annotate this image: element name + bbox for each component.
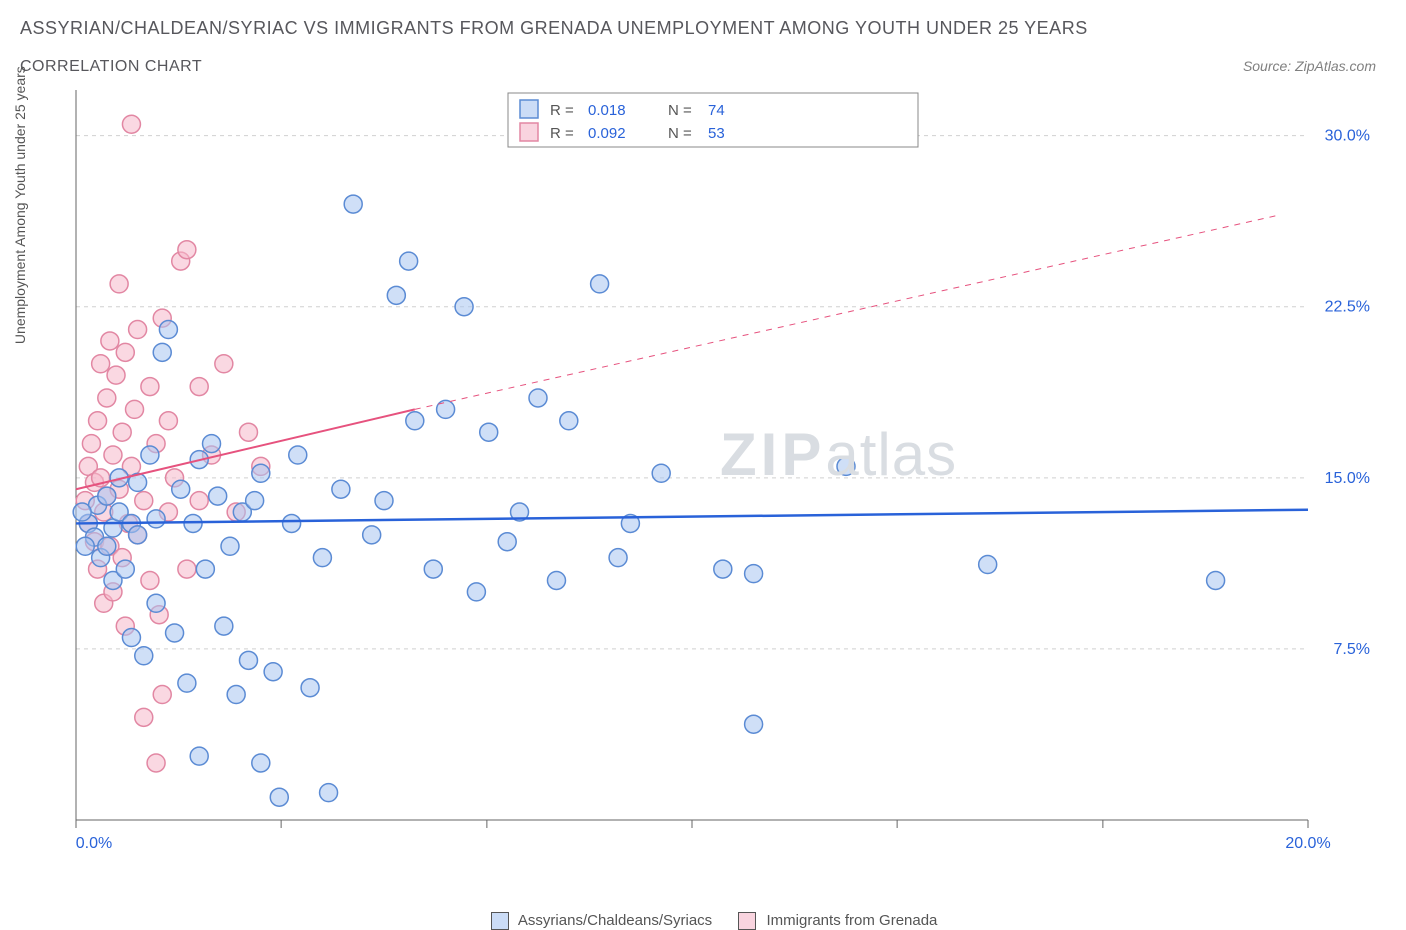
chart-area: Unemployment Among Youth under 25 years … bbox=[68, 90, 1378, 860]
svg-text:R =: R = bbox=[550, 102, 574, 119]
svg-text:0.0%: 0.0% bbox=[76, 835, 112, 852]
svg-text:20.0%: 20.0% bbox=[1285, 835, 1330, 852]
legend-label-series1: Assyrians/Chaldeans/Syriacs bbox=[518, 912, 712, 929]
svg-text:R =: R = bbox=[550, 125, 574, 142]
svg-text:30.0%: 30.0% bbox=[1325, 128, 1370, 145]
chart-title-line1: ASSYRIAN/CHALDEAN/SYRIAC VS IMMIGRANTS F… bbox=[20, 18, 1088, 39]
svg-text:7.5%: 7.5% bbox=[1334, 641, 1370, 658]
svg-text:0.018: 0.018 bbox=[588, 102, 626, 119]
svg-text:22.5%: 22.5% bbox=[1325, 299, 1370, 316]
legend-swatch-blue bbox=[491, 912, 509, 930]
legend-swatch-pink bbox=[738, 912, 756, 930]
svg-text:53: 53 bbox=[708, 125, 725, 142]
y-axis-label: Unemployment Among Youth under 25 years bbox=[12, 66, 28, 344]
svg-text:0.092: 0.092 bbox=[588, 125, 626, 142]
chart-title-line2: CORRELATION CHART bbox=[20, 58, 202, 76]
legend-label-series2: Immigrants from Grenada bbox=[767, 912, 938, 929]
svg-text:15.0%: 15.0% bbox=[1325, 470, 1370, 487]
svg-text:N =: N = bbox=[668, 102, 692, 119]
scatter-plot: 7.5% 15.0% 22.5% 30.0% 0.0% 20.0% R = 0.018 N = 7… bbox=[68, 90, 1378, 860]
svg-text:74: 74 bbox=[708, 102, 725, 119]
bottom-legend: Assyrians/Chaldeans/Syriacs Immigrants f… bbox=[0, 912, 1406, 930]
source-attribution: Source: ZipAtlas.com bbox=[1243, 58, 1376, 74]
svg-text:N =: N = bbox=[668, 125, 692, 142]
